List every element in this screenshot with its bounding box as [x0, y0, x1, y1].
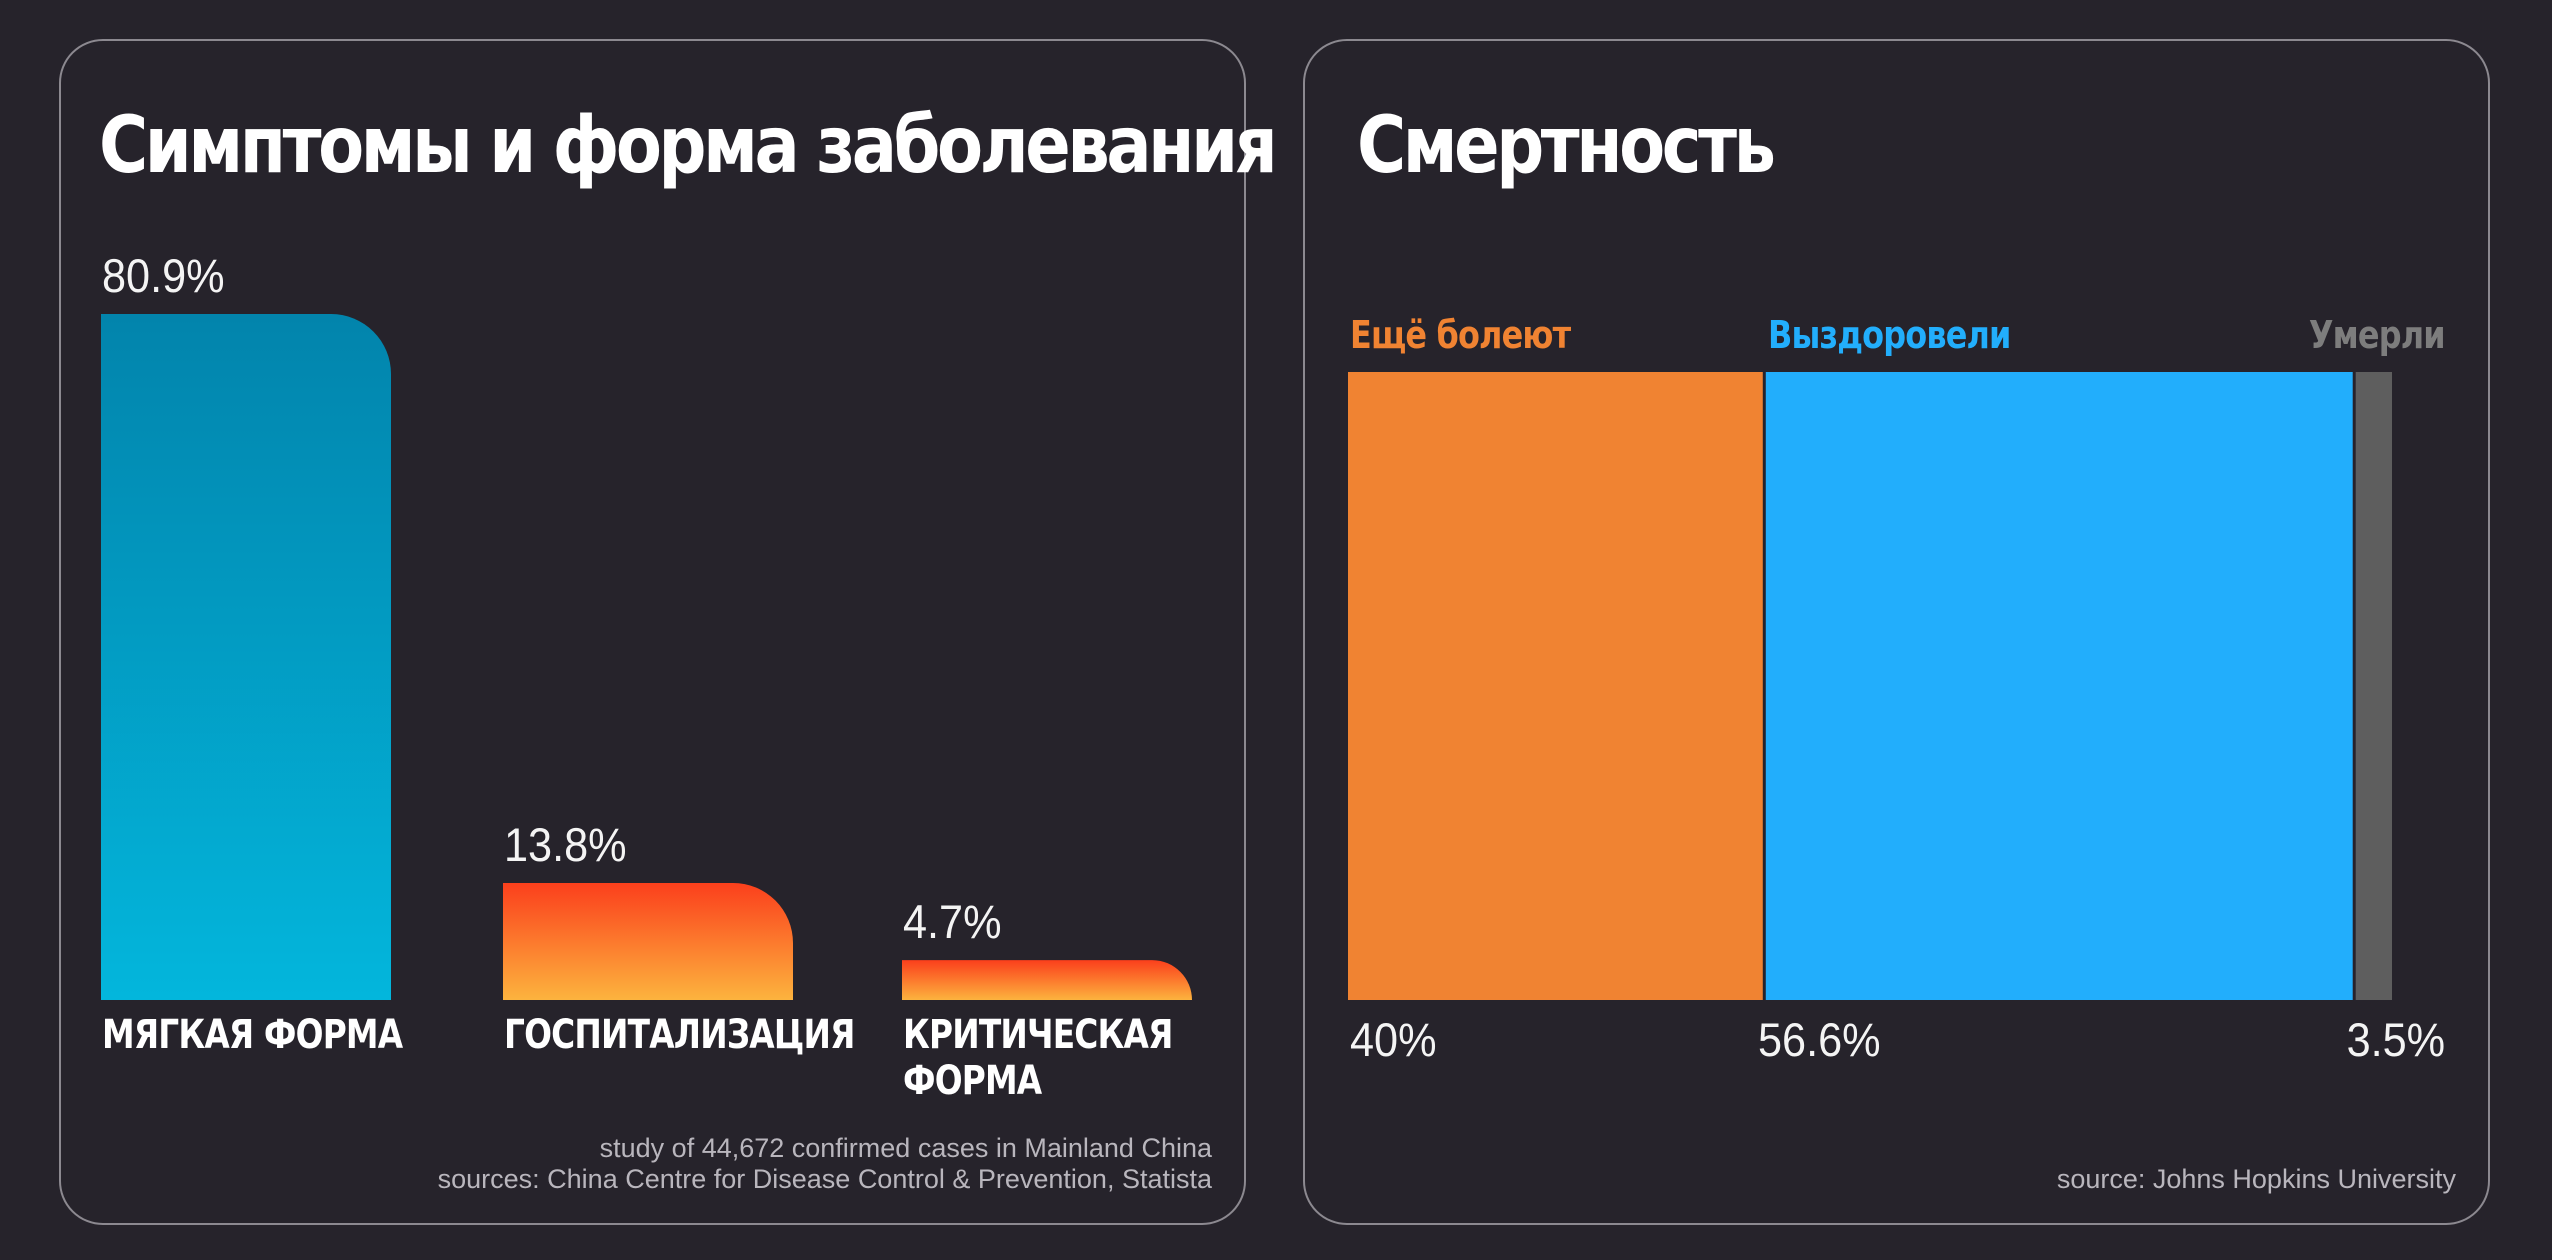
symptoms-panel: Симптомы и форма заболевания study of 44… [59, 39, 1278, 1225]
mortality-title: Смертность [1357, 101, 1776, 191]
bar-category-label-2: Госпитализация [504, 1012, 855, 1058]
segment-value-label-2: 56.6% [1757, 1013, 1881, 1066]
bar-value-label-2: 13.8% [504, 817, 627, 871]
bar-category-label-3: Критическая форма [903, 1012, 1173, 1104]
symptoms-source-orgs: sources: China Centre for Disease Contro… [437, 1164, 1212, 1194]
segment-2 [1765, 372, 2353, 1000]
segment-label-1: Ещё болеют [1350, 313, 1571, 357]
segment-3 [2355, 372, 2392, 1000]
symptoms-title: Симптомы и форма заболевания [99, 101, 1278, 191]
mortality-panel: Смертность source: Johns Hopkins Univers… [1303, 39, 2490, 1225]
mortality-source: source: Johns Hopkins University [2056, 1164, 2456, 1194]
symptom-bars [101, 314, 1192, 1000]
bar-3 [902, 960, 1192, 1000]
bar-value-label-1: 80.9% [102, 249, 225, 302]
segment-label-2: Выздоровели [1767, 313, 2011, 357]
segment-label-3: Умерли [2309, 313, 2446, 357]
bar-1 [101, 314, 391, 1000]
segment-value-label-1: 40% [1350, 1013, 1437, 1066]
segment-value-label-3: 3.5% [2346, 1013, 2445, 1066]
segment-1 [1348, 372, 1763, 1000]
bar-2 [503, 882, 793, 1000]
symptoms-source-study: study of 44,672 confirmed cases in Mainl… [599, 1133, 1212, 1163]
bar-value-label-3: 4.7% [903, 895, 1002, 949]
bar-category-label-1: Мягкая форма [102, 1012, 403, 1058]
mortality-bar [1348, 372, 2392, 1000]
